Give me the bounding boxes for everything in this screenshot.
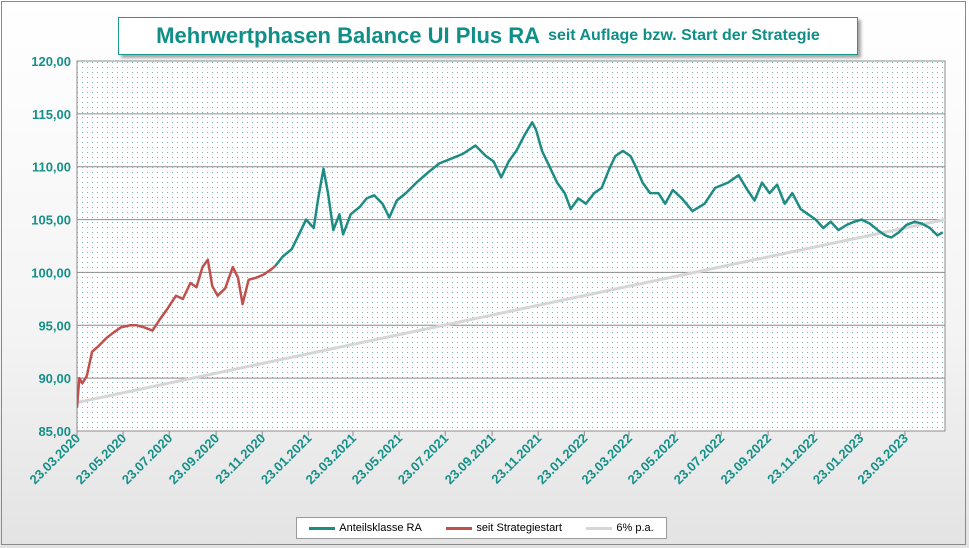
y-tick-label: 85,00 — [38, 424, 71, 439]
chart-title-main: Mehrwertphasen Balance UI Plus RA — [156, 23, 541, 48]
y-tick-label: 90,00 — [38, 371, 71, 386]
legend-label-anteilsklasse: Anteilsklasse RA — [339, 522, 422, 534]
y-tick-label: 105,00 — [31, 213, 71, 228]
x-axis: 23.03.202023.05.202023.07.202023.09.2020… — [26, 431, 911, 488]
legend-swatch-teal — [309, 526, 336, 530]
legend-label-strategiestart: seit Strategiestart — [476, 522, 562, 534]
series-line-benchmark — [77, 218, 945, 404]
legend-label-benchmark: 6% p.a. — [616, 522, 654, 534]
series-layer — [77, 121, 945, 408]
legend-item-anteilsklasse: Anteilsklasse RA — [309, 522, 422, 534]
legend-item-benchmark: 6% p.a. — [586, 522, 654, 534]
y-tick-label: 120,00 — [31, 54, 71, 69]
chart-title-sub: seit Auflage bzw. Start der Strategie — [548, 27, 820, 44]
legend-swatch-red — [446, 526, 473, 530]
gridlines — [77, 60, 945, 432]
legend-swatch-grey — [586, 526, 613, 530]
y-tick-label: 110,00 — [32, 160, 71, 175]
series-line-anteilsklasse — [274, 121, 944, 267]
legend-item-strategiestart: seit Strategiestart — [446, 522, 562, 534]
y-axis: 85,00 90,00 95,00 100,00 105,00 110,00 115,00 1… — [31, 54, 71, 439]
chart-title: Mehrwertphasen Balance UI Plus RA seit A… — [118, 17, 858, 55]
y-tick-label: 115,00 — [32, 107, 71, 122]
legend: Anteilsklasse RA seit Strategiestart 6% … — [296, 517, 667, 539]
series-line-strategiestart — [77, 258, 276, 408]
y-tick-label: 100,00 — [31, 265, 71, 280]
y-tick-label: 95,00 — [38, 318, 71, 333]
